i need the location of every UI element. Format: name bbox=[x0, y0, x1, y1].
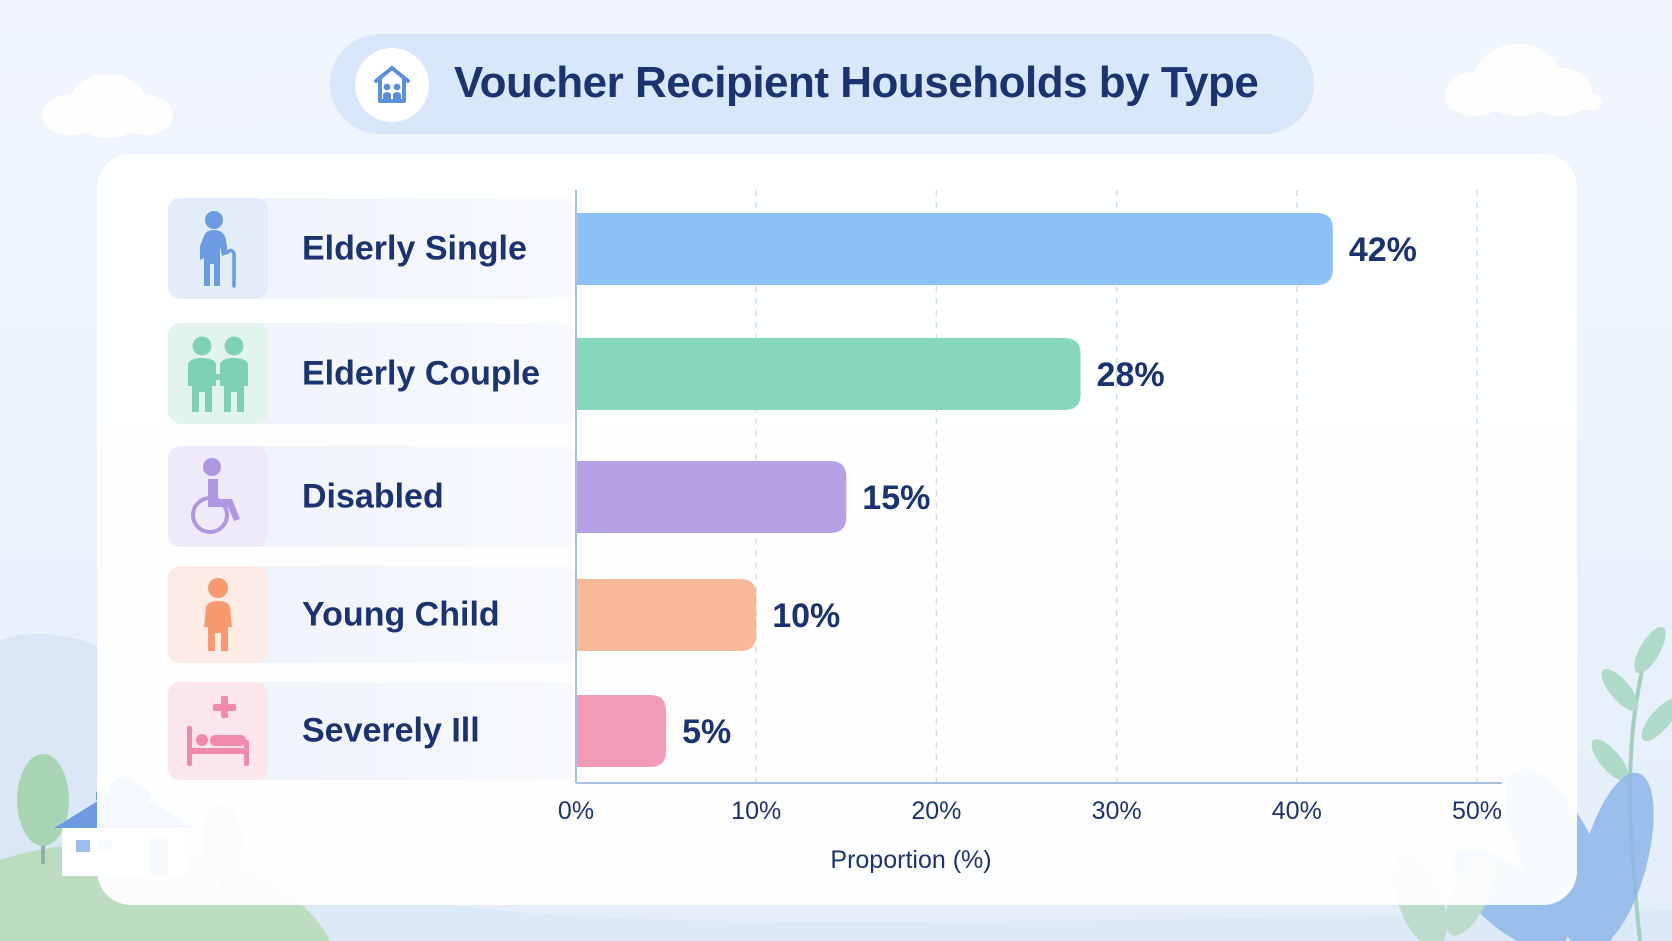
bar bbox=[576, 338, 1081, 410]
tree-left bbox=[17, 754, 69, 864]
ground-left bbox=[0, 848, 1672, 941]
icon-tile bbox=[168, 566, 268, 663]
x-tick-label: 50% bbox=[1452, 797, 1502, 825]
category-row-severely-ill: Severely Ill bbox=[168, 682, 575, 780]
bar-value-label: 15% bbox=[862, 479, 930, 517]
x-tick-label: 10% bbox=[731, 797, 781, 825]
bar-value-label: 5% bbox=[682, 713, 731, 751]
x-tick-label: 40% bbox=[1272, 797, 1322, 825]
icon-tile bbox=[168, 323, 268, 424]
x-tick-label: 30% bbox=[1092, 797, 1142, 825]
category-row-young-child: Young Child bbox=[168, 566, 575, 663]
house-icon bbox=[355, 48, 429, 122]
category-row-elderly-single: Elderly Single bbox=[168, 198, 575, 299]
child-icon bbox=[204, 577, 232, 651]
x-axis-label: Proportion (%) bbox=[830, 846, 991, 874]
page-title: Voucher Recipient Households by Type bbox=[454, 58, 1259, 107]
x-tick-label: 0% bbox=[558, 797, 594, 825]
category-label: Elderly Single bbox=[302, 229, 527, 267]
bar bbox=[576, 461, 847, 533]
icon-tile bbox=[168, 198, 268, 299]
bar-value-label: 42% bbox=[1349, 231, 1417, 269]
category-label: Severely Ill bbox=[302, 711, 480, 750]
bar bbox=[576, 695, 667, 767]
category-row-elderly-couple: Elderly Couple bbox=[168, 323, 575, 424]
elderly-couple-icon bbox=[188, 336, 248, 412]
bar-value-label: 28% bbox=[1097, 356, 1165, 394]
category-label: Young Child bbox=[302, 595, 500, 633]
x-tick-label: 20% bbox=[911, 797, 961, 825]
plant-right bbox=[1591, 626, 1672, 941]
category-label: Disabled bbox=[302, 477, 444, 515]
cloud-left bbox=[42, 74, 173, 138]
title-banner: Voucher Recipient Households by Type bbox=[330, 34, 1314, 134]
bar-value-label: 10% bbox=[772, 597, 840, 635]
bar bbox=[576, 579, 757, 651]
hospital-bed-icon bbox=[187, 696, 249, 766]
icon-tile bbox=[168, 682, 268, 780]
category-row-disabled: Disabled bbox=[168, 446, 575, 547]
bar bbox=[576, 213, 1333, 285]
icon-tile bbox=[168, 446, 268, 547]
category-label: Elderly Couple bbox=[302, 354, 541, 392]
cloud-right bbox=[1445, 44, 1602, 116]
wheelchair-icon bbox=[191, 457, 240, 534]
elderly-person-cane-icon bbox=[200, 210, 236, 288]
